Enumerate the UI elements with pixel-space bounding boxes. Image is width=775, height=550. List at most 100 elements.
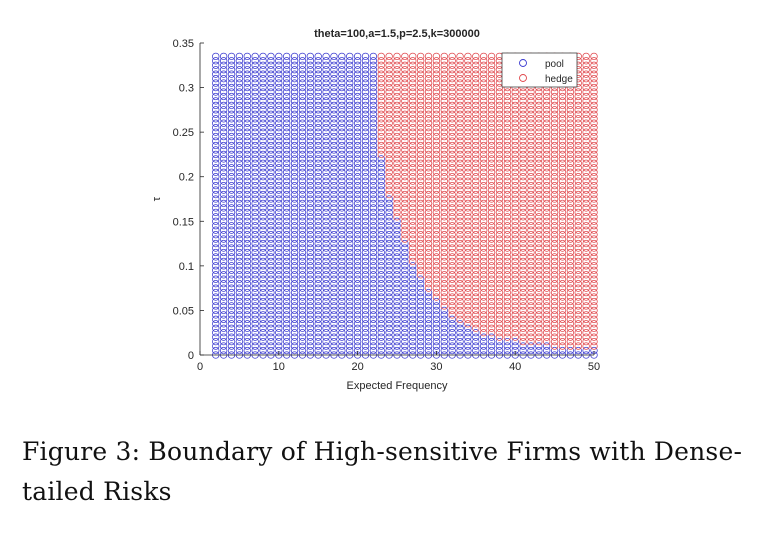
hedge-point xyxy=(590,284,598,292)
hedge-point xyxy=(527,271,535,279)
pool-point xyxy=(298,70,307,78)
hedge-point xyxy=(432,177,441,185)
pool-point xyxy=(227,253,236,261)
pool-point xyxy=(267,106,275,114)
pool-point xyxy=(322,190,330,199)
pool-point xyxy=(393,346,401,355)
pool-point xyxy=(219,52,228,61)
hedge-point xyxy=(558,284,567,292)
hedge-point xyxy=(558,235,567,243)
hedge-point xyxy=(543,311,551,319)
pool-point xyxy=(361,297,370,306)
hedge-point xyxy=(582,110,590,118)
hedge-point xyxy=(401,132,409,141)
pool-point xyxy=(306,329,314,337)
hedge-point xyxy=(416,226,425,234)
hedge-point xyxy=(432,226,441,234)
hedge-point xyxy=(377,92,385,101)
hedge-point xyxy=(590,181,598,190)
pool-point xyxy=(212,262,220,270)
pool-point xyxy=(298,181,307,190)
hedge-point xyxy=(409,199,417,208)
hedge-point xyxy=(424,132,433,141)
pool-point xyxy=(338,204,346,212)
hedge-point xyxy=(550,159,559,168)
pool-point xyxy=(235,329,244,337)
pool-point xyxy=(275,186,283,194)
pool-point xyxy=(290,288,299,297)
pool-point xyxy=(353,280,362,288)
y-tick-label: 0.35 xyxy=(173,38,194,50)
pool-point xyxy=(322,168,330,176)
hedge-point xyxy=(558,208,567,217)
pool-point xyxy=(227,248,236,257)
hedge-point xyxy=(480,297,488,306)
hedge-point xyxy=(448,66,456,74)
hedge-point xyxy=(480,168,488,176)
hedge-point xyxy=(456,190,464,199)
hedge-point xyxy=(440,262,448,270)
hedge-point xyxy=(456,128,464,136)
pool-point xyxy=(409,320,417,328)
hedge-point xyxy=(401,92,409,101)
pool-point xyxy=(346,168,354,176)
pool-point xyxy=(298,110,307,118)
hedge-point xyxy=(432,52,441,61)
hedge-point xyxy=(550,266,559,274)
hedge-point xyxy=(495,311,504,319)
pool-point xyxy=(353,266,362,274)
hedge-point xyxy=(519,97,527,105)
pool-point xyxy=(353,208,362,217)
hedge-point xyxy=(472,88,480,96)
pool-point xyxy=(353,239,362,248)
hedge-point xyxy=(472,61,480,69)
hedge-point xyxy=(535,293,543,301)
pool-point xyxy=(306,288,314,297)
pool-point xyxy=(377,217,385,225)
hedge-point xyxy=(432,195,441,203)
hedge-point xyxy=(440,119,448,127)
hedge-point xyxy=(448,92,456,101)
hedge-point xyxy=(543,181,551,190)
pool-point xyxy=(275,141,283,150)
hedge-point xyxy=(448,288,456,297)
pool-point xyxy=(235,306,244,315)
pool-point xyxy=(298,208,307,217)
hedge-point xyxy=(535,106,543,114)
hedge-point xyxy=(409,177,417,185)
hedge-point xyxy=(424,57,433,65)
hedge-point xyxy=(582,88,590,96)
hedge-point xyxy=(535,280,543,288)
pool-point xyxy=(440,306,448,315)
pool-point xyxy=(259,195,267,203)
pool-point xyxy=(330,177,338,185)
hedge-point xyxy=(448,88,456,96)
hedge-point xyxy=(574,128,582,136)
hedge-point xyxy=(416,141,425,150)
pool-point xyxy=(330,320,338,328)
hedge-point xyxy=(566,248,575,257)
pool-point xyxy=(330,288,338,297)
pool-point xyxy=(338,141,346,150)
pool-point xyxy=(314,230,322,239)
pool-point xyxy=(385,266,393,274)
hedge-point xyxy=(535,128,543,136)
pool-point xyxy=(283,101,291,110)
hedge-point xyxy=(582,213,590,221)
pool-point xyxy=(361,61,370,69)
hedge-point xyxy=(401,181,409,190)
pool-point xyxy=(369,97,378,105)
pool-point xyxy=(290,346,299,355)
pool-point xyxy=(298,106,307,114)
pool-point xyxy=(275,159,283,168)
hedge-point xyxy=(558,320,567,328)
pool-point xyxy=(306,213,314,221)
hedge-point xyxy=(432,66,441,74)
hedge-point xyxy=(558,257,567,266)
hedge-point xyxy=(409,97,417,105)
hedge-point xyxy=(448,146,456,154)
hedge-point xyxy=(527,280,535,288)
hedge-point xyxy=(480,217,488,225)
pool-point xyxy=(314,333,322,341)
pool-point xyxy=(369,204,378,212)
